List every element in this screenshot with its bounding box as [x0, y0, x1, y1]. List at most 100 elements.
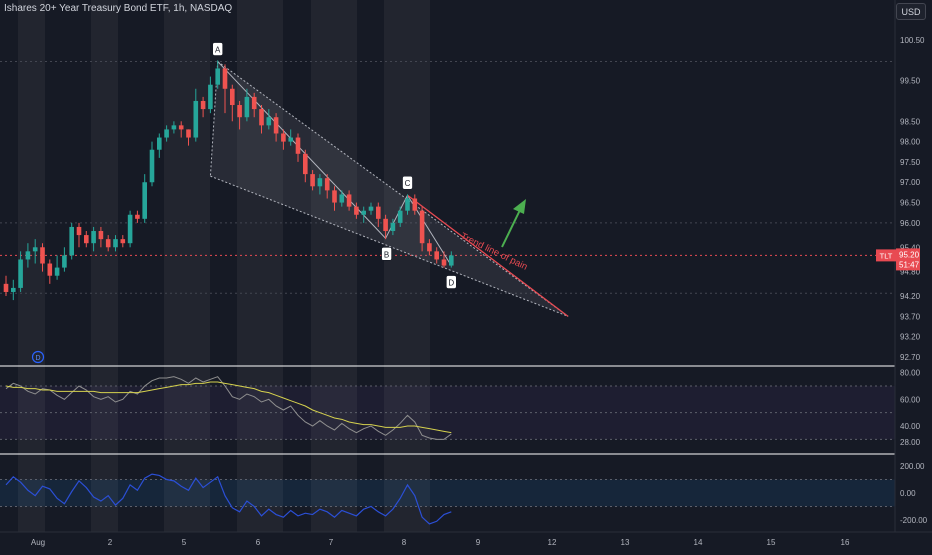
price-tick-label: 96.50	[900, 199, 921, 208]
session-band	[384, 0, 430, 532]
rsi-tick-label: 28.00	[900, 438, 921, 447]
candle-body	[105, 239, 111, 248]
candle-body	[120, 239, 126, 244]
candle-body	[62, 255, 67, 268]
candle-body	[259, 109, 264, 126]
candle-body	[230, 88, 235, 106]
point-c-label: C	[405, 179, 411, 188]
cci-tick-label: 0.00	[900, 489, 916, 498]
price-tick-label: 94.20	[900, 292, 921, 301]
cci-tick-label: -200.00	[900, 516, 928, 525]
candle-body	[3, 283, 9, 292]
symbol-tag: TLT	[880, 251, 893, 260]
point-c-label-box	[402, 175, 413, 190]
rsi-tick-label: 60.00	[900, 395, 921, 404]
candle-body	[200, 100, 206, 110]
candle-body	[317, 178, 323, 187]
candle-body	[434, 251, 439, 260]
session-band	[237, 0, 283, 532]
price-tick-label: 97.00	[900, 178, 921, 187]
point-d-label: D	[448, 279, 454, 288]
time-tick-label: 15	[767, 538, 776, 547]
candle-body	[419, 210, 425, 244]
candle-body	[18, 259, 23, 288]
candle-body	[76, 226, 82, 236]
candle-body	[397, 210, 403, 223]
point-d-label-box	[445, 275, 457, 289]
candle-body	[412, 198, 418, 211]
candle-body	[32, 247, 38, 252]
candle-body	[25, 251, 31, 260]
session-band	[311, 0, 357, 532]
candle-body	[40, 247, 45, 264]
candle-body	[273, 117, 279, 134]
price-tick-label: 98.00	[900, 138, 921, 147]
candle-body	[127, 214, 133, 244]
wedge-upper-line	[217, 61, 569, 317]
price-tick-label: 93.20	[900, 333, 921, 342]
candle-body	[441, 259, 447, 266]
dividend-marker	[31, 350, 45, 364]
candle-body	[368, 206, 374, 211]
candle-body	[135, 214, 140, 219]
wedge-lower-line	[210, 175, 569, 317]
session-band	[91, 0, 118, 532]
candle-body	[427, 243, 432, 252]
time-tick-label: 7	[329, 538, 334, 547]
candle-body	[208, 84, 213, 110]
candle-body	[186, 129, 191, 138]
time-tick-label: 2	[108, 538, 113, 547]
time-tick-label: 5	[182, 538, 187, 547]
abcd-path	[217, 61, 452, 266]
candle-body	[215, 68, 220, 85]
price-tick-label: 97.50	[900, 158, 921, 167]
cci-tick-label: 200.00	[900, 462, 925, 471]
bullish-arrow-shaft	[501, 209, 521, 248]
price-tick-label: 99.50	[900, 77, 921, 86]
session-shading	[18, 0, 430, 532]
cci-pane	[0, 473, 895, 525]
time-tick-label: 16	[841, 538, 850, 547]
candle-body	[69, 226, 74, 256]
cci-band	[0, 479, 895, 507]
candle-body	[222, 68, 228, 89]
candle-body	[47, 263, 53, 276]
candle-body	[149, 149, 155, 183]
currency-button[interactable]: USD	[896, 3, 926, 20]
session-band	[164, 0, 210, 532]
last-price-label: 95.20	[899, 250, 920, 259]
candle-body	[339, 194, 345, 203]
time-tick-label: 13	[621, 538, 630, 547]
candle-body	[266, 117, 272, 126]
rsi-tick-label: 80.00	[900, 369, 921, 378]
price-tick-label: 95.40	[900, 243, 921, 252]
candle-body	[11, 287, 16, 292]
candle-body	[303, 153, 308, 175]
candle-body	[98, 231, 104, 240]
price-tick-label: 93.70	[900, 312, 921, 321]
trendline-of-pain	[407, 194, 569, 317]
candle-body	[237, 105, 242, 118]
time-tick-label: Aug	[31, 538, 45, 547]
price-tick-label: 100.50	[900, 36, 925, 45]
point-b-label-box	[381, 247, 392, 261]
time-tick-label: 12	[548, 538, 557, 547]
candle-body	[390, 222, 396, 232]
price-axis: 100.50 99.50 98.50 98.00 97.50 97.00 96.50 96.0…	[876, 0, 928, 532]
candle-body	[288, 137, 293, 142]
time-axis: Aug 2 5 6 7 8 9 12 13 14 15 16	[0, 531, 932, 547]
rsi-pane	[0, 376, 895, 440]
candle-body	[405, 198, 410, 211]
rsi-line	[5, 376, 452, 440]
candle-body	[142, 182, 147, 219]
candle-body	[354, 206, 359, 215]
countdown-label: 51:47	[899, 260, 920, 269]
price-gridlines	[0, 61, 895, 455]
wedge-fill	[210, 61, 569, 317]
candle-body	[332, 190, 337, 203]
bullish-arrow-head	[513, 199, 526, 214]
chart-title: Ishares 20+ Year Treasury Bond ETF, 1h, …	[4, 3, 233, 14]
time-tick-label: 6	[256, 538, 261, 547]
